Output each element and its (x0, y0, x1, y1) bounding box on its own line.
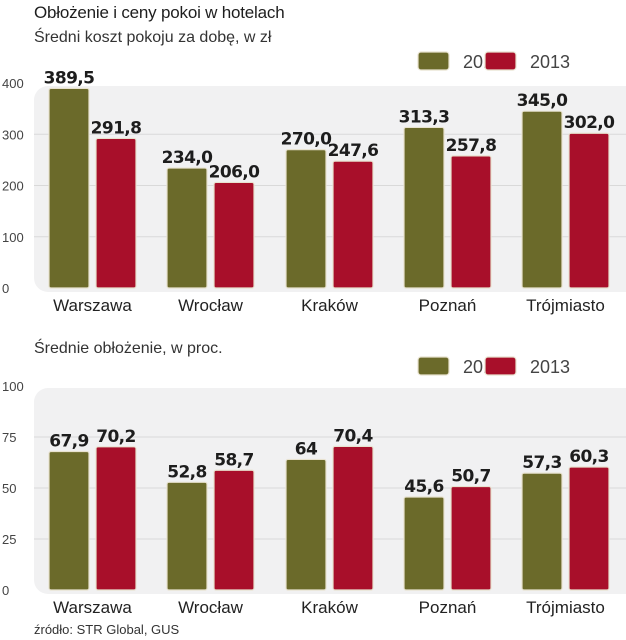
bar-2012-3 (403, 126, 445, 289)
legend-swatch-2013 (484, 51, 517, 71)
data-label: 45,6 (404, 477, 444, 497)
legend-swatch-2012 (417, 51, 450, 71)
data-label: 257,8 (446, 136, 497, 156)
bar-2013-4 (568, 466, 610, 591)
bar-2013-2 (332, 445, 374, 591)
data-label: 70,4 (333, 426, 373, 446)
data-label: 270,0 (281, 130, 333, 150)
bar-2013-0 (95, 137, 137, 289)
y-tick-label: 75 (2, 430, 16, 445)
y-tick-label: 300 (2, 127, 24, 142)
y-tick-label: 50 (2, 481, 16, 496)
data-label: 58,7 (214, 450, 254, 470)
bar-2012-3 (403, 496, 445, 591)
x-tick-label: Warszawa (53, 296, 132, 315)
bar-2013-1 (213, 469, 255, 591)
data-label: 206,0 (209, 162, 261, 182)
data-label: 64 (295, 439, 318, 459)
data-label: 234,0 (162, 148, 214, 168)
y-tick-label: 400 (2, 76, 24, 91)
chart-occupancy: 0 25 50 75 100 67,9 70,2 Warszawa 52,8 58,7 Wrocła… (2, 356, 626, 617)
bar-2013-1 (213, 181, 255, 289)
y-tick-label: 200 (2, 179, 24, 194)
chart-room-cost: 0 100 200 300 400 389,5 291,8 Warszawa 234,0206,… (2, 51, 626, 315)
bar-2013-2 (332, 160, 374, 289)
y-tick-label: 25 (2, 532, 16, 547)
data-label: 60,3 (569, 447, 609, 467)
bar-2012-2 (285, 149, 327, 289)
x-tick-label: Trójmiasto (526, 598, 605, 617)
data-label: 313,3 (399, 107, 450, 127)
bar-2012-2 (285, 458, 327, 591)
data-label: 302,0 (564, 113, 616, 133)
legend-label-2013: 2013 (530, 52, 570, 72)
bar-2013-4 (568, 132, 610, 289)
data-label: 70,2 (96, 427, 136, 447)
x-tick-label: Wrocław (178, 598, 244, 617)
y-tick-label: 100 (2, 379, 24, 394)
bar-2012-1 (166, 481, 208, 591)
y-tick-label: 0 (2, 281, 9, 296)
x-tick-label: Kraków (301, 598, 358, 617)
bar-2012-0 (48, 450, 90, 591)
x-tick-label: Poznań (419, 296, 477, 315)
data-label: 57,3 (522, 453, 562, 473)
y-tick-label: 100 (2, 230, 24, 245)
y-tick-label: 0 (2, 583, 9, 598)
data-label: 345,0 (517, 91, 569, 111)
bar-2013-0 (95, 446, 137, 591)
chart-main-title: Obłożenie i ceny pokoi w hotelach (34, 3, 285, 22)
data-label: 67,9 (49, 431, 89, 451)
bar-2012-0 (48, 87, 90, 289)
chart2-title: Średnie obłożenie, w proc. (34, 340, 223, 357)
data-label: 291,8 (91, 118, 142, 138)
x-tick-label: Trójmiasto (526, 296, 605, 315)
bar-2012-1 (166, 167, 208, 289)
data-label: 50,7 (451, 467, 491, 487)
legend-swatch-2012 (417, 356, 450, 376)
source-note: źródło: STR Global, GUS (34, 622, 180, 637)
x-tick-label: Kraków (301, 296, 358, 315)
data-label: 247,6 (328, 141, 379, 161)
x-tick-label: Wrocław (178, 296, 244, 315)
x-tick-label: Warszawa (53, 598, 132, 617)
bar-2012-4 (521, 110, 563, 289)
data-label: 389,5 (44, 68, 95, 88)
chart1-title: Średni koszt pokoju za dobę, w zł (34, 29, 272, 46)
legend-label-2013: 2013 (530, 357, 570, 377)
bar-2013-3 (450, 485, 492, 591)
legend-swatch-2013 (484, 356, 517, 376)
x-tick-label: Poznań (419, 598, 477, 617)
data-label: 52,8 (167, 462, 207, 482)
bar-2013-3 (450, 155, 492, 289)
bar-2012-4 (521, 472, 563, 591)
